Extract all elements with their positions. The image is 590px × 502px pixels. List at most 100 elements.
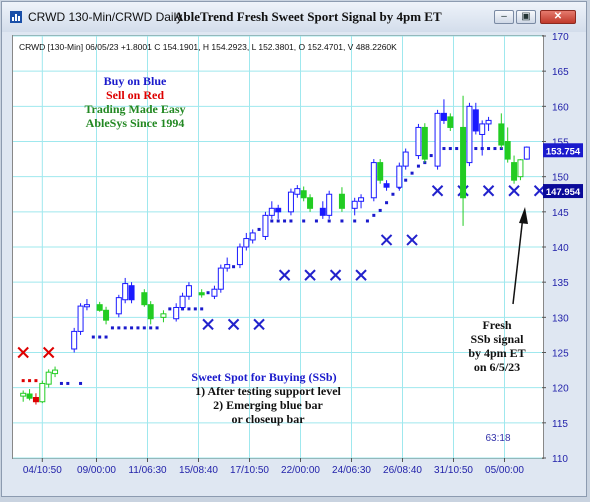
candle-body [45,371,52,385]
support-dot [276,219,280,223]
x-tick-label: 05/00:00 [485,465,524,476]
support-dot [270,219,274,223]
candle [370,159,377,202]
candle-body [275,207,282,213]
candle-body [83,304,90,308]
candle [396,162,403,191]
y-tick-label: 120 [552,384,569,395]
candle [479,120,486,156]
x-marker [17,346,29,359]
candle [351,197,358,216]
x-tick-label: 15/08:40 [179,465,218,476]
support-dot [283,219,287,223]
candle-body [294,188,301,195]
support-dot [385,201,389,205]
candle [20,390,27,402]
legend-line: Sell on Red [106,88,164,102]
support-dot [155,326,159,330]
restore-button[interactable]: ▣ [516,10,536,24]
candle-body [147,304,154,320]
candle-body [268,207,275,216]
candle-body [307,197,314,209]
minimize-icon: – [501,11,507,22]
candle [160,310,167,323]
y-tick-label: 145 [552,208,569,219]
x-marker-stroke [431,185,444,197]
candle-body [498,123,505,146]
x-marker [304,269,316,281]
candle-body [504,141,511,160]
x-marker-stroke [482,185,495,197]
candle-body [351,200,358,209]
candle [307,194,314,212]
candle-body [415,126,422,157]
candle-body [217,267,224,290]
candle [485,116,492,131]
support-dot [302,219,306,223]
candle-body [115,297,122,315]
candle-body [103,309,110,321]
x-marker-stroke [355,269,367,281]
support-dot [372,213,376,217]
support-dot [474,147,478,151]
candle-body [517,159,524,178]
candle [287,188,294,216]
x-tick-label: 24/06:30 [332,465,371,476]
candle [217,264,224,293]
candle [198,289,205,298]
x-marker [482,185,495,197]
x-marker [227,318,240,331]
minimize-button[interactable]: – [494,10,514,24]
legend-line: Buy on Blue [104,74,167,88]
candle-body [128,285,135,301]
candle-body [26,393,33,399]
candle [268,201,275,219]
price-label: 147.954 [546,187,581,198]
y-tick-label: 130 [552,313,569,324]
x-tick-label: 11/06:30 [128,465,167,476]
support-dot [289,219,293,223]
x-marker-stroke [508,185,520,197]
candle-body [32,397,39,403]
candle [377,159,384,184]
x-marker [329,269,342,281]
candle-body [396,165,403,188]
support-dot [79,381,83,385]
candle-body [370,162,377,199]
fresh-signal-line: by 4pm ET [468,346,525,360]
support-dot [130,326,134,330]
candle [319,201,326,219]
candle [294,185,301,198]
x-marker [42,346,55,359]
candle [440,99,447,124]
support-dot [149,326,153,330]
candle [83,299,90,311]
candle [511,155,518,184]
close-button[interactable]: ✕ [540,10,576,24]
title-bar[interactable]: CRWD 130-Min/CRWD Daily AbleTrend Fresh … [2,2,586,32]
candle-body [122,283,129,301]
support-dot [257,227,261,231]
candle-body [326,193,333,216]
y-tick-label: 170 [552,32,569,43]
candle-body [77,305,84,332]
fresh-signal-line: SSb signal [470,332,524,346]
y-tick-label: 110 [552,454,568,465]
candle [434,109,441,170]
candle-body [358,197,365,202]
x-marker-stroke [329,269,342,281]
candle [504,127,511,163]
candle [52,366,59,378]
x-marker [431,185,444,197]
fresh-signal-line: on 6/5/23 [474,360,520,374]
support-dot [168,307,172,311]
x-tick-label: 31/10:50 [434,465,473,476]
x-marker-stroke [380,234,393,246]
support-dot [448,147,452,151]
candle-body [466,105,473,164]
candle [300,186,307,202]
support-dot [455,147,459,151]
candle-body [485,119,492,125]
x-marker [253,318,265,331]
candle-body [211,288,218,297]
